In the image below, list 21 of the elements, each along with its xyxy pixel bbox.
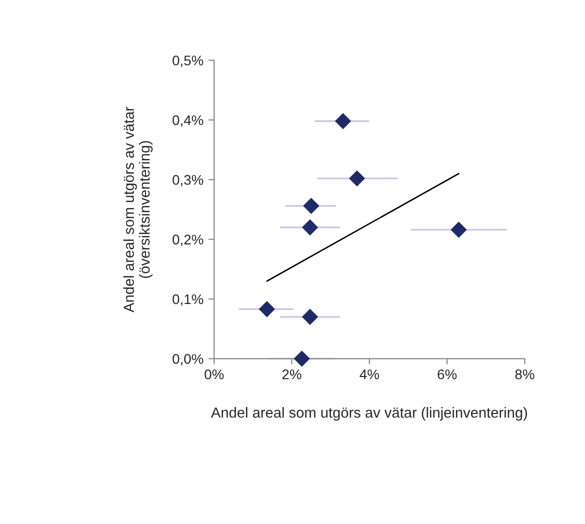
y-axis-title: Andel areal som utgörs av vätar (översiktsinventering) <box>123 106 153 312</box>
point <box>303 198 320 214</box>
y-tick-label: 0,0% <box>172 354 204 366</box>
x-tick-label: 6% <box>438 369 457 380</box>
point <box>450 222 467 238</box>
point <box>302 308 318 325</box>
point <box>349 170 365 186</box>
x-tick-label: 4% <box>360 370 379 380</box>
y-tick-label: 0,2% <box>172 234 204 246</box>
x-tick-label: 2% <box>282 369 302 380</box>
point <box>294 350 310 367</box>
y-tick-label: 0,5% <box>172 56 204 68</box>
point <box>335 113 351 130</box>
y-tick-label: 0,1% <box>172 294 204 306</box>
y-tick-label: 0,4% <box>172 115 204 127</box>
x-tick-label: 8% <box>515 369 534 380</box>
y-tick-label: 0,3% <box>172 174 204 186</box>
point <box>302 219 318 236</box>
x-axis-title: Andel areal som utgörs av vätar (linjeinventering) <box>211 407 527 421</box>
x-tick-label: 0% <box>204 369 224 380</box>
point <box>258 301 275 318</box>
